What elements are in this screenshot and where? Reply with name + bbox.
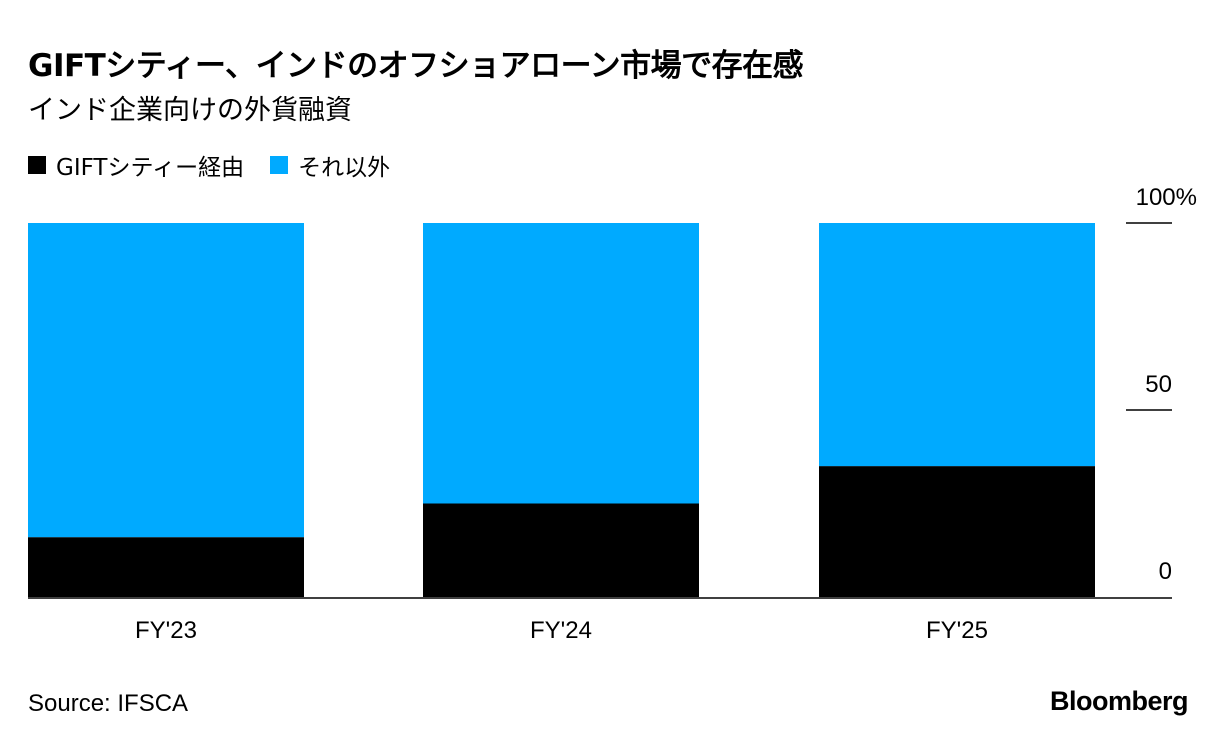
legend-swatch-other: [270, 156, 289, 174]
x-tick-label: FY'24: [530, 617, 592, 644]
source-note: Source: IFSCA: [28, 690, 189, 717]
bar-gift-1: [423, 503, 699, 597]
legend-item-gift: GIFTシティー経由: [28, 148, 244, 182]
chart-subtitle: インド企業向けの外貨融資: [28, 95, 352, 126]
bar-other-2: [819, 223, 1095, 467]
legend-swatch-gift: [28, 156, 46, 174]
legend-label-gift: GIFTシティー経由: [56, 155, 245, 181]
legend: GIFTシティー経由 それ以外: [28, 148, 416, 182]
bar-other-1: [423, 223, 699, 504]
chart-title: GIFTシティー、インドのオフショアローン市場で存在感: [28, 48, 804, 84]
y-tick-label: 100%: [1136, 184, 1197, 211]
x-tick-label: FY'25: [926, 617, 988, 644]
legend-label-other: それ以外: [298, 155, 391, 181]
bar-gift-2: [819, 466, 1095, 597]
bar-gift-0: [28, 537, 304, 597]
x-tick-label: FY'23: [135, 617, 197, 644]
bloomberg-logo: Bloomberg: [1049, 686, 1189, 716]
y-tick-label: 50: [1145, 371, 1172, 398]
bar-other-0: [28, 223, 304, 538]
legend-item-other: それ以外: [270, 148, 390, 182]
y-tick-label: 0: [1159, 558, 1172, 585]
